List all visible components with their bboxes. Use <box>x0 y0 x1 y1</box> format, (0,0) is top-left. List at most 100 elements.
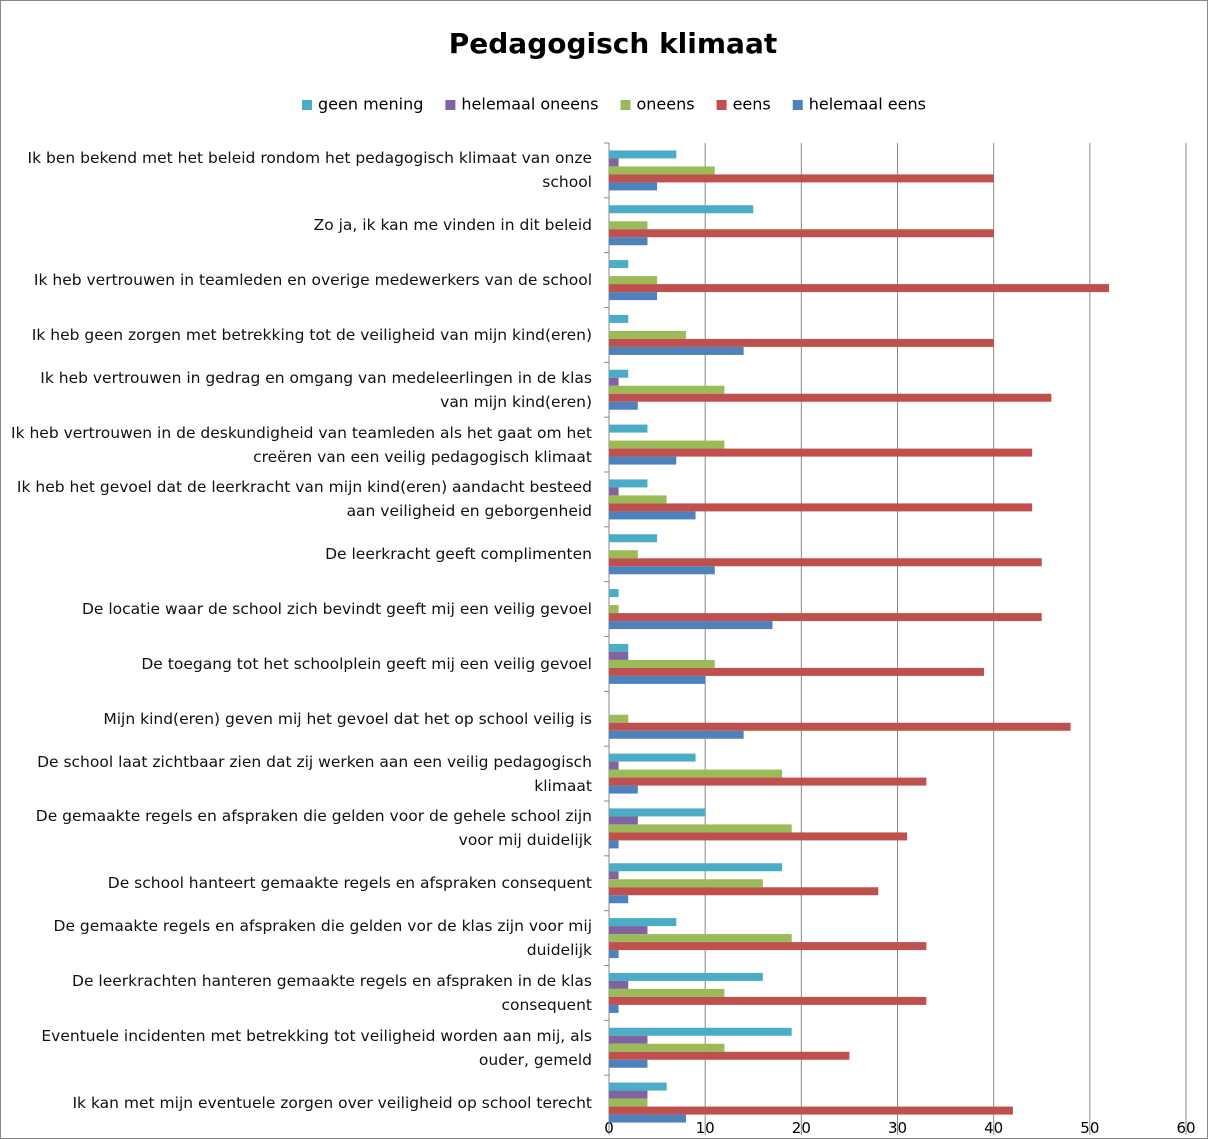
bar <box>609 229 994 238</box>
bar <box>609 550 638 559</box>
x-tick-label: 10 <box>696 1119 715 1137</box>
y-tick-label: Ik heb geen zorgen met betrekking tot de… <box>31 325 592 344</box>
bar <box>609 988 725 997</box>
bar <box>609 621 773 630</box>
y-tick-label: De gemaakte regels en afspraken die geld… <box>53 917 592 960</box>
bar <box>609 1035 648 1044</box>
y-tick-label: De toegang tot het schoolplein geeft mij… <box>141 654 592 673</box>
bar <box>609 785 638 794</box>
bar <box>609 182 658 191</box>
y-tick-label: De locatie waar de school zich bevindt g… <box>81 600 592 619</box>
bar <box>609 895 629 904</box>
bar <box>609 346 744 355</box>
bar <box>609 1106 1013 1115</box>
y-tick-label: Ik heb vertrouwen in teamleden en overig… <box>33 271 592 290</box>
bar <box>609 777 927 786</box>
bar <box>609 887 879 896</box>
bar <box>609 479 648 488</box>
bar <box>609 495 667 504</box>
bar <box>609 1051 850 1060</box>
bar <box>609 205 754 214</box>
bar <box>609 667 985 676</box>
bar <box>609 651 629 660</box>
bar <box>609 448 1033 457</box>
legend-swatch <box>445 100 456 110</box>
bar <box>609 369 629 378</box>
bar <box>609 863 783 872</box>
bar <box>609 879 763 888</box>
bar <box>609 260 629 269</box>
bar <box>609 832 908 841</box>
bar <box>609 1027 792 1036</box>
bar <box>609 816 638 825</box>
bar <box>609 558 1042 567</box>
bar <box>609 1004 619 1013</box>
bar <box>609 440 725 449</box>
bar <box>609 221 648 230</box>
y-tick-label: Ik kan met mijn eventuele zorgen over ve… <box>72 1093 592 1112</box>
legend-label: eens <box>733 95 771 114</box>
bar <box>609 534 658 543</box>
y-tick-label: De leerkracht geeft complimenten <box>325 545 592 564</box>
bar <box>609 675 706 684</box>
bar <box>609 503 1033 512</box>
bar <box>609 589 619 598</box>
bar <box>609 605 619 614</box>
bar <box>609 942 927 951</box>
bar <box>609 714 629 723</box>
bar <box>609 276 658 285</box>
legend-swatch <box>792 100 803 110</box>
legend-label: oneens <box>636 95 694 114</box>
x-tick-label: 40 <box>984 1119 1003 1137</box>
legend-label: helemaal oneens <box>461 95 598 114</box>
legend-label: geen mening <box>318 95 423 114</box>
bar <box>609 292 658 301</box>
bar <box>609 385 725 394</box>
bar <box>609 761 619 770</box>
bar <box>609 972 763 981</box>
bar <box>609 753 696 762</box>
bar <box>609 643 629 652</box>
y-tick-label: Ik heb vertrouwen in de deskundigheid va… <box>11 423 592 466</box>
y-tick-label: Ik heb vertrouwen in gedrag en omgang va… <box>40 368 592 411</box>
bar <box>609 926 648 935</box>
bar <box>609 424 648 433</box>
bar <box>609 824 792 833</box>
y-tick-label: Eventuele incidenten met betrekking tot … <box>41 1026 592 1069</box>
bar <box>609 158 619 167</box>
bar <box>609 1114 686 1123</box>
bar <box>609 871 619 880</box>
bar <box>609 314 629 323</box>
bar <box>609 401 638 410</box>
y-tick-label: Mijn kind(eren) geven mij het gevoel dat… <box>103 709 592 728</box>
y-tick-label: De school hanteert gemaakte regels en af… <box>107 874 592 893</box>
bar <box>609 730 744 739</box>
chart-title: Pedagogisch klimaat <box>449 27 777 60</box>
bar <box>609 808 706 817</box>
x-tick-label: 20 <box>792 1119 811 1137</box>
y-tick-label: Ik ben bekend met het beleid rondom het … <box>27 149 593 192</box>
y-tick-label: Zo ja, ik kan me vinden in dit beleid <box>313 216 592 235</box>
bar <box>609 1059 648 1068</box>
bar <box>609 950 619 959</box>
x-tick-label: 50 <box>1080 1119 1099 1137</box>
bar <box>609 338 994 347</box>
bar <box>609 237 648 246</box>
bar <box>609 1090 648 1099</box>
bar <box>609 980 629 989</box>
bar <box>609 330 686 339</box>
bar <box>609 166 715 175</box>
y-tick-label: De school laat zichtbaar zien dat zij we… <box>37 752 592 795</box>
legend-swatch <box>620 100 631 110</box>
x-tick-label: 60 <box>1176 1119 1195 1137</box>
bar <box>609 840 619 849</box>
bar <box>609 659 715 668</box>
bar <box>609 722 1071 731</box>
y-tick-label: De leerkrachten hanteren gemaakte regels… <box>72 971 592 1014</box>
y-tick-label: De gemaakte regels en afspraken die geld… <box>35 807 592 850</box>
bar <box>609 566 715 575</box>
y-tick-label: Ik heb het gevoel dat de leerkracht van … <box>16 478 592 521</box>
